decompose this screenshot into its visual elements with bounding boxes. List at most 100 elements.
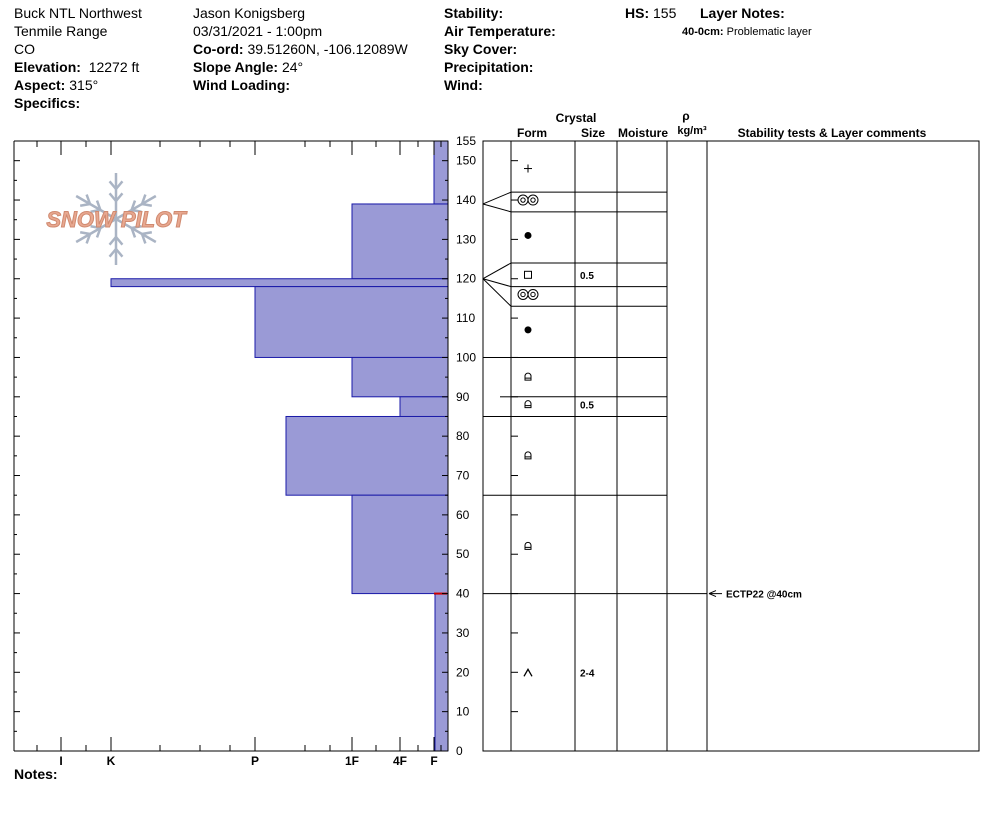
specifics-label: Specifics: bbox=[14, 95, 81, 111]
conditions-info: Stability: Air Temperature: Sky Cover: P… bbox=[444, 4, 556, 94]
crystal-form-faceted-round-icon bbox=[524, 400, 532, 409]
crystal-size: 0.5 bbox=[580, 401, 594, 412]
layer-connector bbox=[482, 262, 512, 280]
crystal-size: 2-4 bbox=[580, 668, 595, 679]
layer-connector bbox=[482, 191, 512, 205]
size-header: Size bbox=[581, 126, 605, 140]
layer-notes-title: Layer Notes: bbox=[700, 5, 785, 21]
layer-connector bbox=[482, 278, 512, 307]
hardness-bar bbox=[399, 396, 449, 417]
aspect-label: Aspect: bbox=[14, 77, 66, 93]
crystal-form-faceted-round-icon bbox=[524, 541, 532, 550]
depth-label: 110 bbox=[456, 311, 475, 325]
depth-label: 70 bbox=[456, 469, 470, 483]
depth-label: 10 bbox=[456, 705, 470, 719]
aspect-row: Aspect: 315° bbox=[14, 76, 142, 94]
depth-label: 150 bbox=[456, 154, 476, 168]
snowflake-icon bbox=[75, 173, 157, 265]
table-border bbox=[482, 140, 980, 752]
form-header: Form bbox=[517, 126, 547, 140]
stability-tests: ECTP22 @40cm bbox=[667, 590, 802, 601]
observation-datetime: 03/31/2021 - 1:00pm bbox=[193, 23, 323, 39]
hardness-bar bbox=[285, 415, 449, 496]
depth-label: 20 bbox=[456, 665, 470, 679]
coord-value: 39.51260N, -106.12089W bbox=[247, 41, 408, 57]
stability-label: Stability: bbox=[444, 5, 504, 21]
stability-test-label: ECTP22 @40cm bbox=[726, 590, 802, 601]
layer-note: 40-0cm: Problematic layer bbox=[682, 23, 812, 41]
crystal-form-rounds-double-icon bbox=[517, 194, 539, 206]
stability-header: Stability tests & Layer comments bbox=[738, 126, 927, 140]
logo-text: SNOW PILOT bbox=[46, 207, 187, 232]
elevation-label: Elevation: bbox=[14, 59, 81, 75]
hardness-bar bbox=[110, 278, 449, 288]
aspect-value: 315° bbox=[69, 77, 99, 93]
depth-label: 140 bbox=[456, 193, 476, 207]
depth-label: 155 bbox=[456, 134, 476, 148]
depth-label: 60 bbox=[456, 508, 470, 522]
layer-connector bbox=[482, 278, 512, 288]
depth-label: 120 bbox=[456, 272, 476, 286]
wind-loading-label: Wind Loading: bbox=[193, 77, 291, 93]
state: CO bbox=[14, 41, 35, 57]
depth-label: 80 bbox=[456, 429, 470, 443]
crystal-form-rounds-double-icon bbox=[517, 288, 539, 300]
depth-label: 50 bbox=[456, 547, 470, 561]
hardness-label-F: F bbox=[430, 754, 437, 768]
site-info: Buck NTL Northwest Tenmile Range CO Elev… bbox=[14, 4, 142, 112]
slope-value: 24° bbox=[281, 59, 304, 75]
layer-table bbox=[482, 140, 980, 752]
hs-row: HS: 155 bbox=[625, 4, 676, 22]
hardness-bar bbox=[433, 140, 449, 205]
location: Buck NTL Northwest bbox=[14, 5, 142, 21]
hardness-label-1F: 1F bbox=[345, 754, 359, 768]
hs-label: HS: bbox=[625, 5, 650, 21]
density-header: kg/m³ bbox=[677, 125, 707, 137]
crystal-form-faceted-round-icon bbox=[524, 451, 532, 460]
specifics-row: Specifics: bbox=[14, 94, 142, 112]
crystal-form-dot-icon bbox=[524, 231, 532, 239]
hardness-label-I: I bbox=[59, 754, 62, 768]
depth-label: 130 bbox=[456, 232, 476, 246]
density-symbol: ρ bbox=[682, 109, 689, 123]
moisture-header: Moisture bbox=[618, 126, 668, 140]
depth-label: 40 bbox=[456, 587, 470, 601]
observer-info: Jason Konigsberg 03/31/2021 - 1:00pm Co-… bbox=[193, 4, 408, 94]
range: Tenmile Range bbox=[14, 23, 108, 39]
coord-label: Co-ord: bbox=[193, 41, 244, 57]
crystal-form-faceted-round-icon bbox=[524, 372, 532, 381]
arrow-left-icon bbox=[708, 590, 722, 598]
crystal-size: 0.5 bbox=[580, 271, 594, 282]
coord-row: Co-ord: 39.51260N, -106.12089W bbox=[193, 40, 408, 58]
precipitation-label: Precipitation: bbox=[444, 59, 534, 75]
observer-name: Jason Konigsberg bbox=[193, 5, 306, 21]
layer-note-depth: 40-0cm: bbox=[682, 26, 724, 38]
crystal-header: Crystal bbox=[556, 111, 597, 125]
elevation-row: Elevation: 12272 ft bbox=[14, 58, 142, 76]
hardness-bar bbox=[351, 203, 449, 280]
depth-label: 100 bbox=[456, 350, 476, 364]
depth-label: 30 bbox=[456, 626, 470, 640]
wind-label: Wind: bbox=[444, 77, 483, 93]
snowpilot-logo: SNOW PILOT bbox=[46, 173, 188, 265]
crystal-form-square-icon bbox=[524, 270, 532, 279]
hardness-bar bbox=[254, 286, 449, 358]
hardness-label-K: K bbox=[107, 754, 116, 768]
layer-connector bbox=[482, 203, 512, 213]
hardness-bar bbox=[351, 356, 449, 398]
crystal-form-dot-icon bbox=[524, 326, 532, 334]
layer-note-text: Problematic layer bbox=[726, 26, 812, 38]
wind-loading-row: Wind Loading: bbox=[193, 76, 408, 94]
depth-label: 0 bbox=[456, 744, 463, 758]
sky-cover-label: Sky Cover: bbox=[444, 41, 518, 57]
hardness-frame: I K P 1F 4F F bbox=[13, 140, 449, 768]
depth-label: 90 bbox=[456, 390, 470, 404]
slope-row: Slope Angle: 24° bbox=[193, 58, 408, 76]
air-temp-label: Air Temperature: bbox=[444, 23, 556, 39]
depth-axis: 0 10 20 30 40 50 60 70 80 90 100 110 120 130 140 150 155 bbox=[456, 134, 476, 758]
notes-label: Notes: bbox=[14, 766, 58, 782]
hs-value: 155 bbox=[653, 5, 677, 21]
crystal-form-plus-icon bbox=[524, 164, 532, 173]
elevation-value: 12272 ft bbox=[88, 59, 140, 75]
